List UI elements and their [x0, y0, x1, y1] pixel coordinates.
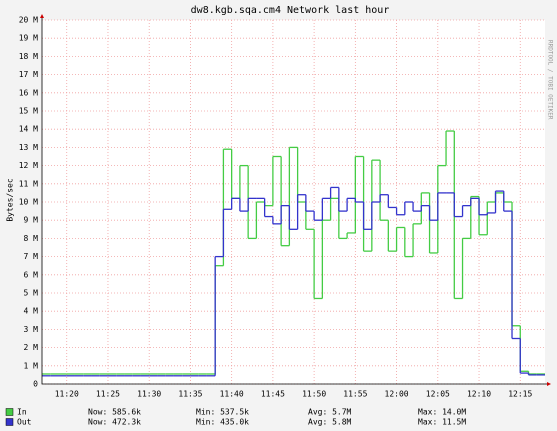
legend-stat: Max: 11.5M	[418, 418, 466, 427]
y-tick-label: 5 M	[24, 289, 39, 298]
step-riser	[214, 187, 530, 376]
x-tick-label: 11:50	[302, 390, 326, 399]
y-tick-label: 10 M	[19, 198, 38, 207]
legend-swatch	[5, 418, 14, 426]
y-tick-label: 12 M	[19, 161, 38, 170]
legend-stat: Avg: 5.8M	[308, 418, 352, 427]
legend-swatch	[5, 408, 14, 416]
legend-label: Out	[17, 418, 32, 427]
y-tick-label: 1 M	[24, 361, 39, 370]
x-tick-label: 11:55	[343, 390, 367, 399]
y-tick-label: 13 M	[19, 143, 38, 152]
x-tick-label: 11:20	[55, 390, 79, 399]
x-tick-label: 11:25	[96, 390, 120, 399]
y-tick-label: 7 M	[24, 252, 39, 261]
legend-stat: Max: 14.0M	[418, 408, 466, 417]
y-tick-label: 9 M	[24, 216, 39, 225]
x-tick-label: 12:10	[467, 390, 491, 399]
y-axis-label: Bytes/sec	[6, 178, 15, 222]
y-tick-label: 8 M	[24, 234, 39, 243]
y-tick-label: 11 M	[19, 179, 38, 188]
y-tick-label: 0	[33, 380, 38, 389]
x-tick-label: 12:05	[426, 390, 450, 399]
legend-stat: Avg: 5.7M	[308, 408, 352, 417]
y-tick-label: 19 M	[19, 34, 38, 43]
y-tick-label: 14 M	[19, 125, 38, 134]
x-tick-label: 11:45	[261, 390, 285, 399]
chart-title: dw8.kgb.sqa.cm4 Network last hour	[191, 5, 390, 16]
y-tick-label: 2 M	[24, 343, 39, 352]
x-tick-label: 12:15	[508, 390, 532, 399]
x-tick-label: 11:35	[178, 390, 202, 399]
watermark: RRDTOOL / TOBI OETIKER	[547, 40, 554, 120]
y-tick-label: 4 M	[24, 307, 39, 316]
y-tick-label: 3 M	[24, 325, 39, 334]
legend-stat: Now: 585.6k	[88, 408, 141, 417]
y-tick-label: 20 M	[19, 16, 38, 25]
y-tick-label: 16 M	[19, 88, 38, 97]
plot-area	[42, 20, 545, 384]
legend-stat: Min: 537.5k	[196, 408, 249, 417]
x-tick-label: 12:00	[385, 390, 409, 399]
y-tick-label: 15 M	[19, 107, 38, 116]
y-tick-label: 17 M	[19, 70, 38, 79]
legend-label: In	[17, 408, 27, 417]
axes	[41, 16, 549, 385]
y-tick-label: 18 M	[19, 52, 38, 61]
x-tick-label: 11:30	[137, 390, 161, 399]
legend-stat: Now: 472.3k	[88, 418, 141, 427]
x-tick-label: 11:40	[220, 390, 244, 399]
y-tick-label: 6 M	[24, 270, 39, 279]
legend-stat: Min: 435.0k	[196, 418, 249, 427]
